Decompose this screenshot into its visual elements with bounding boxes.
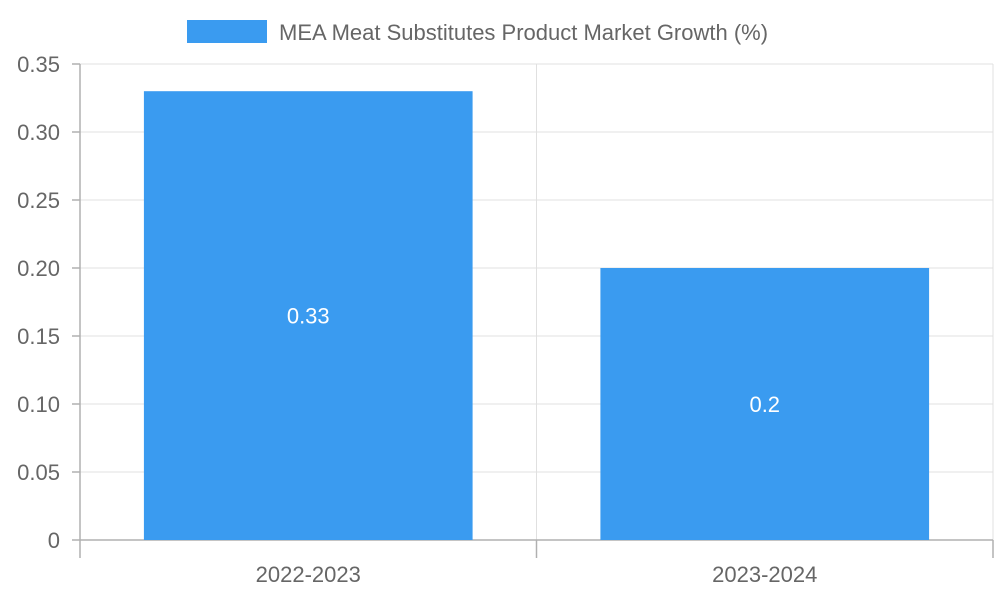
x-axis-ticks: 2022-2023 2023-2024 bbox=[256, 562, 818, 587]
y-tick-label: 0.10 bbox=[17, 392, 60, 417]
axes bbox=[79, 539, 994, 558]
x-tick-label: 2023-2024 bbox=[712, 562, 817, 587]
bar-2023-2024[interactable] bbox=[600, 268, 930, 540]
bar-data-label: 0.33 bbox=[287, 304, 330, 329]
y-tick-label: 0.35 bbox=[17, 52, 60, 77]
y-tick-label: 0.20 bbox=[17, 256, 60, 281]
y-tick-label: 0.05 bbox=[17, 460, 60, 485]
legend[interactable]: MEA Meat Substitutes Product Market Grow… bbox=[187, 20, 768, 45]
bars: 0.33 0.2 bbox=[143, 91, 930, 540]
bar-2022-2023[interactable] bbox=[143, 91, 473, 540]
bar-data-label: 0.2 bbox=[749, 392, 780, 417]
legend-swatch bbox=[187, 20, 267, 43]
y-tick-label: 0.30 bbox=[17, 120, 60, 145]
y-tick-label: 0.25 bbox=[17, 188, 60, 213]
y-tick-label: 0 bbox=[48, 528, 60, 553]
x-tick-label: 2022-2023 bbox=[256, 562, 361, 587]
y-axis-ticks: 0 0.05 0.10 0.15 0.20 0.25 0.30 0.35 bbox=[17, 52, 80, 553]
legend-label: MEA Meat Substitutes Product Market Grow… bbox=[279, 20, 768, 45]
y-tick-label: 0.15 bbox=[17, 324, 60, 349]
